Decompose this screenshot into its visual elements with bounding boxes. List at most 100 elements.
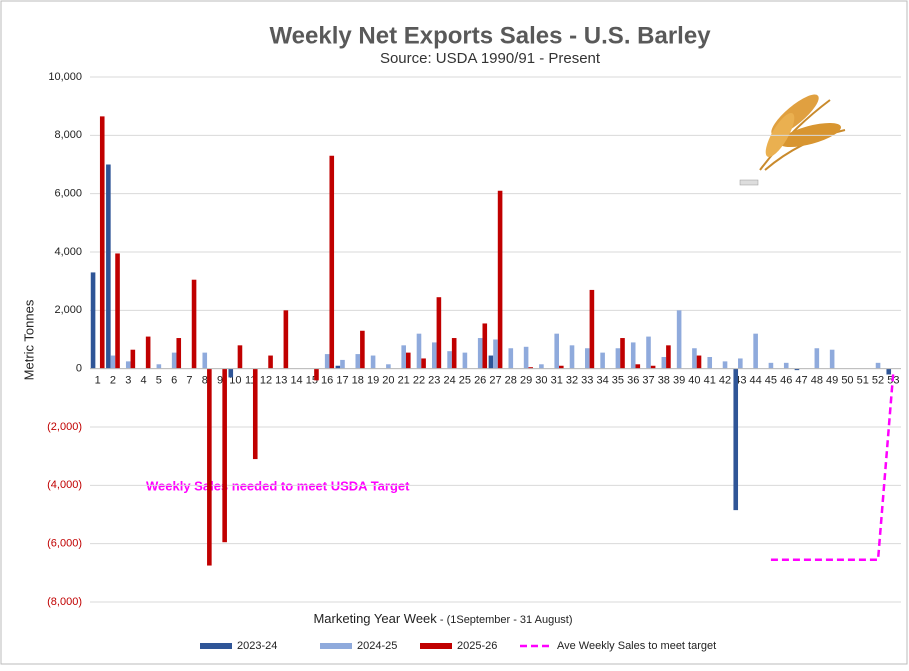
x-tick-label: 13 [275,375,287,387]
x-tick-label: 26 [474,375,486,387]
x-tick-label: 18 [352,375,364,387]
x-tick-label: 25 [459,375,471,387]
bar [886,369,891,375]
bar [371,356,376,369]
bar [769,363,774,369]
bar [360,331,365,369]
bar [498,191,503,369]
bar [554,334,559,369]
bar [524,347,529,369]
legend-label: Ave Weekly Sales to meet target [557,640,716,652]
y-tick-label: 8,000 [54,129,82,141]
x-tick-label: 41 [704,375,716,387]
bar [340,360,345,369]
x-tick-label: 27 [489,375,501,387]
x-tick-label: 37 [642,375,654,387]
x-tick-label: 19 [367,375,379,387]
bar [176,338,181,369]
legend-swatch [200,643,232,649]
x-tick-label: 8 [202,375,208,387]
x-tick-label: 46 [780,375,792,387]
bar [646,337,651,369]
x-tick-label: 40 [688,375,700,387]
bar [493,340,498,369]
legend-label: 2025-26 [457,640,497,652]
bar [723,361,728,368]
bar [662,357,667,369]
bar [172,353,177,369]
bar [600,353,605,369]
bar [253,369,258,459]
x-tick-label: 30 [535,375,547,387]
bar [202,353,207,369]
x-tick-label: 52 [872,375,884,387]
x-tick-label: 24 [443,375,455,387]
x-axis-title: Marketing Year Week - (1September - 31 A… [313,611,572,626]
bar [417,334,422,369]
bar [452,338,457,369]
x-tick-label: 5 [156,375,162,387]
x-tick-label: 45 [765,375,777,387]
bar [666,345,671,368]
bar [401,345,406,368]
x-tick-label: 20 [382,375,394,387]
x-tick-label: 48 [811,375,823,387]
y-tick-label: (4,000) [47,479,82,491]
x-tick-label: 16 [321,375,333,387]
x-tick-label: 17 [336,375,348,387]
y-tick-label: (6,000) [47,538,82,550]
bar [228,369,233,378]
bar [509,348,514,368]
x-tick-label: 31 [551,375,563,387]
chart-frame [1,1,907,664]
x-tick-label: 28 [505,375,517,387]
x-tick-label: 21 [398,375,410,387]
bar [355,354,360,369]
bar [830,350,835,369]
bar [437,297,442,368]
bar [432,342,437,368]
bar [238,345,243,368]
bar [784,363,789,369]
bar [386,364,391,368]
y-tick-label: 4,000 [54,246,82,258]
x-tick-label: 49 [826,375,838,387]
y-tick-label: 10,000 [48,71,82,83]
x-tick-label: 14 [290,375,302,387]
bar [314,369,319,381]
bar [126,361,131,368]
chart: Weekly Net Exports Sales - U.S. Barley S… [0,0,909,666]
x-tick-label: 6 [171,375,177,387]
x-tick-label: 32 [566,375,578,387]
y-axis-title: Metric Tonnes [21,299,36,380]
bar [284,310,289,368]
x-tick-label: 1 [95,375,101,387]
x-tick-label: 4 [140,375,146,387]
bar [692,348,697,368]
bar [106,165,111,369]
bar [590,290,595,369]
bar [489,356,494,369]
x-tick-label: 22 [413,375,425,387]
bar [482,323,487,368]
bar [222,369,227,543]
bar [329,156,334,369]
y-tick-label: (2,000) [47,421,82,433]
x-tick-label: 12 [260,375,272,387]
bar [631,342,636,368]
bar [157,364,162,368]
bar [738,358,743,368]
x-tick-label: 47 [795,375,807,387]
x-tick-label: 23 [428,375,440,387]
bar [677,310,682,368]
x-axis-title-main: Marketing Year Week [313,611,437,626]
bar [447,351,452,369]
bar [406,353,411,369]
bar [146,337,151,369]
x-axis-title-note: - (1September - 31 August) [437,614,573,626]
chart-title: Weekly Net Exports Sales - U.S. Barley [269,22,711,49]
y-tick-label: 0 [76,363,82,375]
bar [707,357,712,369]
bar [570,345,575,368]
y-tick-label: 6,000 [54,188,82,200]
